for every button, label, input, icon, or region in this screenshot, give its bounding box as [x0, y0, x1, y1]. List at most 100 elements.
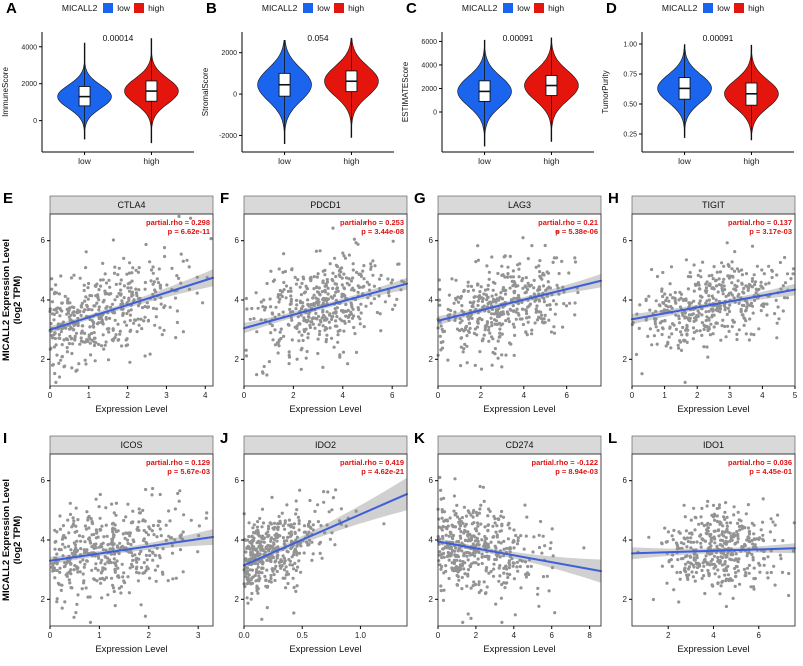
y-tick-label: 4: [623, 536, 628, 545]
annotation-rho: partial.rho = 0.419: [340, 458, 404, 467]
y-tick-label: 4: [623, 296, 628, 305]
legend-swatch-high-icon: [534, 3, 545, 13]
y-tick-label: 0.25: [623, 132, 637, 139]
legend-label-low: low: [317, 3, 331, 13]
facet-title: CTLA4: [117, 200, 145, 210]
y-tick-label: 2: [235, 355, 240, 364]
facet-title: LAG3: [508, 200, 531, 210]
p-value: 0.00091: [503, 33, 534, 43]
ylabel-line1: MICALL2 Expression Level: [1, 239, 12, 361]
panel-letter-g: G: [414, 190, 426, 207]
legend-label-high: high: [148, 3, 165, 13]
x-tick-label: 0.5: [297, 631, 309, 640]
x-axis-title: Expression Level: [483, 404, 555, 415]
x-tick-label: 2: [291, 391, 296, 400]
panel-letter-b: B: [206, 0, 217, 17]
facet-title: IDO1: [703, 440, 724, 450]
x-tick-label: 6: [390, 391, 395, 400]
ylabel-line2: (log2 TPM): [12, 516, 23, 565]
y-tick-label: 6: [41, 236, 46, 245]
panel-j: J IDO2 0.0 0.5 1.0 2 4 6 partial.rho = 0.419 p =…: [218, 428, 412, 666]
panel-letter-j: J: [220, 430, 229, 447]
x-axis-title: Expression Level: [483, 644, 555, 655]
legend-label-low: low: [717, 3, 731, 13]
x-group-label-low: low: [278, 156, 292, 166]
annotation-rho: partial.rho = 0.298: [146, 218, 210, 227]
confidence-band: [244, 477, 407, 568]
x-group-label-low: low: [678, 156, 692, 166]
y-tick-label: 4000: [421, 62, 437, 69]
scatter-row-1: MICALL2 Expression Level (log2 TPM) E CT…: [0, 188, 800, 426]
x-tick-label: 4: [711, 631, 716, 640]
y-tick-label: 2: [623, 595, 628, 604]
x-tick-label: 0: [242, 391, 247, 400]
regression-line: [437, 279, 602, 322]
x-group-label-high: high: [343, 156, 359, 166]
facet-title: IDO2: [315, 440, 336, 450]
p-value: 0.00091: [703, 33, 734, 43]
regression-line: [631, 288, 796, 321]
y-axis-title: ImmuneScore: [1, 67, 10, 117]
x-tick-label: 4: [203, 391, 208, 400]
annotation-rho: partial.rho = 0.036: [728, 458, 792, 467]
panel-letter-d: D: [606, 0, 617, 17]
x-tick-label: 1.0: [355, 631, 367, 640]
x-group-label-low: low: [478, 156, 492, 166]
panel-i: I ICOS 0 1 2 3 2 4 6 partial.rho = 0.129 p = 5.67…: [3, 428, 218, 666]
x-tick-label: 6: [564, 391, 569, 400]
legend-a: MICALL2 low high: [26, 3, 200, 13]
annotation-rho: partial.rho = 0.129: [146, 458, 210, 467]
legend-label-low: low: [517, 3, 531, 13]
y-tick-label: 2000: [21, 81, 37, 88]
x-axis-title: Expression Level: [677, 404, 749, 415]
y-tick-label: 2000: [221, 50, 237, 57]
y-tick-label: 1.00: [623, 42, 637, 49]
annotation-pvalue: p = 4.62e-21: [361, 467, 404, 476]
confidence-band: [438, 274, 601, 326]
y-tick-label: 4000: [21, 44, 37, 51]
panel-l: L IDO1 2 4 6 2 4 6 partial.rho = 0.036 p = 4.45e…: [606, 428, 800, 666]
x-tick-label: 1: [87, 391, 92, 400]
x-tick-label: 2: [147, 631, 152, 640]
y-tick-label: 6: [429, 476, 434, 485]
x-tick-label: 1: [662, 391, 667, 400]
scatter-points: [436, 230, 580, 371]
scatter-row-2: MICALL2 Expression Level (log2 TPM) I IC…: [0, 428, 800, 666]
x-tick-label: 3: [728, 391, 733, 400]
y-tick-label: 4: [41, 536, 46, 545]
legend-title: MICALL2: [261, 3, 298, 13]
annotation-pvalue: p = 4.45e-01: [749, 467, 792, 476]
regression-line: [437, 540, 602, 573]
panel-b: B MICALL2 low high -2000 0 2000 low high 0.05…: [200, 0, 400, 186]
p-value: 0.00014: [103, 33, 134, 43]
annotation-pvalue: p = 8.94e-03: [555, 467, 598, 476]
y-tick-label: 6000: [421, 39, 437, 46]
y-tick-label: 2000: [421, 86, 437, 93]
facet-title: ICOS: [120, 440, 142, 450]
scatter-points: [50, 486, 209, 624]
legend-title: MICALL2: [661, 3, 698, 13]
legend-d: MICALL2 low high: [626, 3, 800, 13]
legend-c: MICALL2 low high: [426, 3, 600, 13]
annotation-pvalue: p = 5.67e-03: [167, 467, 210, 476]
y-tick-label: 0.50: [623, 102, 637, 109]
x-axis-title: Expression Level: [289, 404, 361, 415]
y-tick-label: 2: [623, 355, 628, 364]
legend-label-low: low: [117, 3, 131, 13]
legend-b: MICALL2 low high: [226, 3, 400, 13]
violin-chart-immunescore: 0 2000 4000 low high 0.00014 ImmuneScore: [1, 32, 194, 166]
x-axis-title: Expression Level: [95, 644, 167, 655]
scatter-points: [48, 214, 213, 384]
panel-letter-i: I: [3, 430, 8, 447]
panel-letter-f: F: [220, 190, 230, 207]
y-tick-label: -2000: [219, 133, 237, 140]
facet-title: PDCD1: [310, 200, 341, 210]
y-tick-label: 4: [429, 296, 434, 305]
panel-letter-h: H: [608, 190, 619, 207]
